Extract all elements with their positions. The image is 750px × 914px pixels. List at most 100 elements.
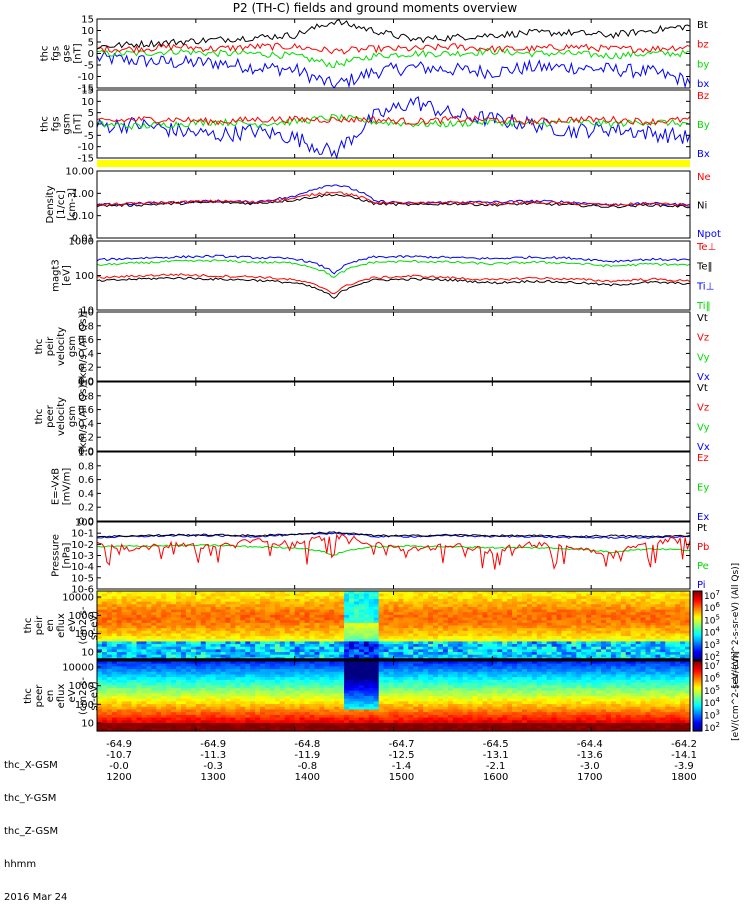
peer-velocity-panel-yticks: 0.00.20.40.60.81.0 xyxy=(78,378,690,458)
fgs-gse-panel-legend: Bt bz by bx xyxy=(697,20,709,90)
legend-entry: Ne xyxy=(697,172,711,183)
legend-entry: Ti⊥ xyxy=(696,281,714,292)
legend-entry: Vy xyxy=(697,422,710,433)
y-tick-label: 0 xyxy=(88,49,94,60)
legend-entry: Ti‖ xyxy=(696,301,711,312)
y-axis-label-line: [nT] xyxy=(73,43,84,63)
series-line-Te⊥ xyxy=(97,274,690,294)
legend-entry: Te⊥ xyxy=(696,242,716,253)
y-tick-label: 15 xyxy=(81,15,94,26)
y-axis-label-line: E=-VxB xyxy=(51,468,62,505)
density-panel-legend: Ne Ni Npot xyxy=(697,172,721,240)
series-line-Pt xyxy=(97,532,690,537)
legend-entry: Npot xyxy=(697,229,721,240)
y-tick-label: 1.0 xyxy=(78,448,94,459)
efield-panel-ylabel: E=-VxB[mV/m] xyxy=(51,468,73,506)
y-tick-label: 10.00 xyxy=(65,167,94,178)
legend-entry: Pb xyxy=(697,542,709,553)
fgs-gsm-panel-legend: Bz By Bx xyxy=(697,91,710,160)
y-tick-label: -5 xyxy=(84,61,94,72)
fgs-gse-panel-frame xyxy=(97,19,690,88)
y-tick-label: 100 xyxy=(75,518,94,529)
pressure-panel-ylabel: Pressure[nPa] xyxy=(51,534,73,577)
y-axis-label-line: gse xyxy=(62,45,73,63)
legend-entry: Bx xyxy=(697,149,710,160)
legend-entry: Vt xyxy=(697,313,708,324)
temperature-panel-legend: Te⊥ Te‖ Ti⊥ Ti‖ xyxy=(696,242,716,312)
series-line-Bx xyxy=(97,97,690,158)
legend-entry: Ez xyxy=(697,453,709,464)
y-tick-label: 15 xyxy=(81,86,94,97)
y-tick-label: 1000 xyxy=(69,237,94,248)
y-axis-label-line: Pressure xyxy=(51,534,62,577)
legend-entry: Vx xyxy=(697,442,710,453)
y-tick-label: 10 xyxy=(81,26,94,37)
legend-entry: Bz xyxy=(697,91,709,102)
y-axis-label-line: gsm xyxy=(67,406,78,427)
y-axis-label-line: [mV/m] xyxy=(62,468,73,506)
legend-entry: Pe xyxy=(697,561,709,572)
series-line-bz xyxy=(97,43,690,54)
efield-panel-frame xyxy=(97,452,690,521)
legend-entry: Pt xyxy=(697,523,707,534)
density-panel-ylabel: Density[1/cc][cm-3] xyxy=(45,185,78,223)
legend-entry: Ni xyxy=(697,201,707,212)
y-axis-label-line: [nT] xyxy=(73,114,84,134)
legend-entry: bx xyxy=(697,79,709,90)
legend-entry: By xyxy=(697,120,710,131)
legend-entry: by xyxy=(697,59,709,70)
efield-panel-legend: Ez Ey Ex xyxy=(697,453,709,523)
y-axis-label-line: thc xyxy=(34,339,45,355)
y-axis-label-line: thc xyxy=(34,409,45,425)
legend-entry: Vt xyxy=(697,383,708,394)
y-axis-label-line: gsm xyxy=(62,113,73,134)
series-line-Ti‖ xyxy=(97,260,690,278)
y-tick-label: 10-4 xyxy=(71,562,94,573)
peer-velocity-panel-frame xyxy=(97,382,690,451)
legend-entry: Te‖ xyxy=(696,262,713,273)
legend-entry: bz xyxy=(697,40,709,51)
y-axis-label-line: gsm xyxy=(67,336,78,357)
series-line-Ti⊥ xyxy=(97,255,690,274)
y-axis-label-line: magt3 xyxy=(51,259,62,292)
y-axis-label-line: velocity xyxy=(56,327,67,366)
legend-entry: Bt xyxy=(697,20,708,31)
y-axis-label-line: [km/s (All Qs)] xyxy=(78,311,89,383)
y-tick-label: 10-2 xyxy=(71,540,94,551)
series-line-bx xyxy=(97,52,690,88)
y-axis-label-line: thc xyxy=(40,116,51,132)
y-tick-label: -5 xyxy=(84,131,94,142)
peir-velocity-panel-yticks: 0.00.20.40.60.81.0 xyxy=(78,308,690,388)
y-tick-label: 100 xyxy=(75,271,94,282)
legend-entry: Ey xyxy=(697,483,709,494)
series-line-by xyxy=(97,49,690,68)
y-tick-label: 5 xyxy=(88,38,94,49)
y-axis-label-line: fgs xyxy=(51,46,62,61)
mode-bar xyxy=(97,160,690,167)
y-tick-label: 0.6 xyxy=(78,475,94,486)
peir-spectrogram xyxy=(97,591,691,661)
series-line-Te‖ xyxy=(97,277,690,298)
legend-entry: Vx xyxy=(697,372,710,383)
legend-entry: Ex xyxy=(697,512,709,523)
peir-velocity-panel-frame xyxy=(97,312,690,381)
y-tick-label: 0.2 xyxy=(78,503,94,514)
y-axis-label-line: Density xyxy=(45,185,56,223)
y-axis-label-line: [nPa] xyxy=(62,542,73,568)
y-axis-label-line: peir xyxy=(45,336,56,356)
y-tick-label: 0.8 xyxy=(78,461,94,472)
y-axis-label-line: [cm-3] xyxy=(67,188,78,221)
y-axis-label-line: thc xyxy=(40,46,51,62)
pressure-panel-frame xyxy=(97,522,690,589)
y-axis-label-line: [eV] xyxy=(62,265,73,286)
y-tick-label: -15 xyxy=(78,154,94,165)
y-axis-label-line: peer xyxy=(45,404,56,428)
